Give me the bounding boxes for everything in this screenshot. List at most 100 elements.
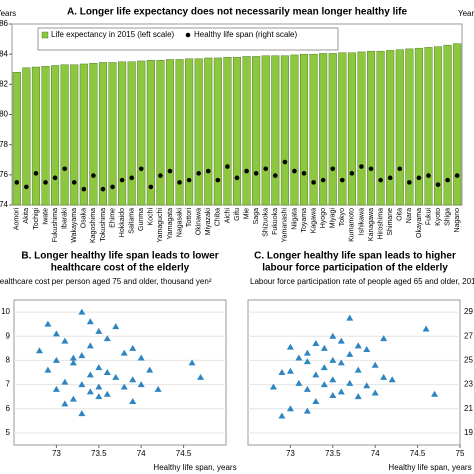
x-tick-label: Aichi bbox=[224, 208, 231, 224]
x-tick-label: Kumamoto bbox=[349, 208, 356, 242]
bar bbox=[70, 64, 79, 206]
bar bbox=[89, 63, 98, 206]
point bbox=[303, 407, 311, 414]
y-tick-label: 78 bbox=[0, 140, 9, 149]
bar bbox=[137, 60, 146, 206]
y-tick-label: 9 bbox=[6, 331, 11, 340]
x-tick-label: Fukushima bbox=[52, 208, 59, 242]
point bbox=[346, 314, 354, 321]
bar bbox=[453, 43, 462, 206]
x-tick-label: Yamaguchi bbox=[157, 208, 164, 243]
bar bbox=[405, 48, 414, 206]
dot bbox=[148, 184, 154, 190]
y-tick-label: 29 bbox=[464, 307, 473, 316]
dot bbox=[71, 180, 77, 185]
y-tick-label: 6 bbox=[6, 404, 11, 413]
plot-area bbox=[247, 299, 461, 446]
point bbox=[86, 388, 94, 395]
point bbox=[380, 373, 388, 380]
x-tick-label: Hokkaido bbox=[119, 208, 126, 237]
dot bbox=[110, 184, 115, 190]
point bbox=[95, 327, 103, 334]
point bbox=[363, 346, 371, 353]
bar bbox=[204, 57, 213, 206]
x-tick-label: Nagasaki bbox=[176, 208, 183, 238]
x-tick-label: Ishikawa bbox=[358, 208, 365, 235]
point bbox=[303, 385, 311, 392]
x-tick-label: Ibaraki bbox=[62, 208, 69, 229]
point bbox=[354, 342, 362, 349]
bar bbox=[424, 47, 433, 206]
point bbox=[312, 340, 320, 346]
point bbox=[52, 356, 60, 363]
y-tick-label: 5 bbox=[6, 428, 11, 437]
x-axis-label: Healthy life span, years bbox=[153, 463, 236, 472]
point bbox=[44, 320, 52, 327]
point bbox=[78, 410, 86, 417]
dot bbox=[52, 175, 58, 181]
dot bbox=[301, 171, 307, 176]
x-tick-label: 74.5 bbox=[176, 449, 192, 458]
x-tick-label: Fukui bbox=[425, 208, 432, 226]
subtitle: Healthcare cost per person aged 75 and o… bbox=[0, 277, 212, 286]
point bbox=[95, 393, 103, 400]
point bbox=[329, 356, 337, 363]
point bbox=[278, 369, 286, 375]
point bbox=[95, 383, 103, 390]
x-tick-label: Kyoto bbox=[435, 208, 442, 226]
x-tick-label: 75 bbox=[456, 449, 465, 458]
x-tick-label: Osaka bbox=[81, 208, 88, 228]
x-tick-label: Tokyo bbox=[339, 208, 346, 226]
bar bbox=[127, 61, 136, 206]
dot bbox=[129, 175, 134, 181]
point bbox=[312, 371, 320, 378]
x-tick-label: Tochigi bbox=[33, 208, 40, 230]
subtitle: Labour force participation rate of peopl… bbox=[250, 277, 474, 286]
bar bbox=[146, 60, 155, 206]
dot bbox=[368, 166, 374, 172]
dot bbox=[340, 177, 345, 183]
point bbox=[112, 323, 120, 330]
chart-title: B. Longer healthy life span leads to low… bbox=[21, 251, 218, 262]
bar bbox=[98, 62, 107, 206]
point bbox=[137, 354, 145, 361]
y-tick-label: 25 bbox=[464, 356, 473, 365]
point bbox=[320, 381, 328, 388]
dot bbox=[119, 177, 125, 183]
x-tick-label: Saga bbox=[253, 208, 260, 224]
point bbox=[146, 366, 154, 373]
point bbox=[137, 381, 145, 388]
chart-title: C. Longer healthy life span leads to hig… bbox=[254, 251, 456, 262]
point bbox=[346, 379, 354, 386]
point bbox=[286, 405, 294, 412]
point bbox=[86, 342, 94, 349]
x-tick-label: 73.5 bbox=[325, 449, 341, 458]
bar bbox=[51, 65, 60, 206]
point bbox=[78, 381, 86, 388]
point bbox=[197, 373, 205, 380]
x-tick-label: Toyama bbox=[301, 208, 308, 233]
y-tick-label: 8 bbox=[6, 356, 11, 365]
point bbox=[129, 398, 137, 404]
point bbox=[120, 383, 128, 390]
y-tick-label: 82 bbox=[0, 79, 9, 88]
point bbox=[52, 385, 60, 392]
chart-title: A. Longer life expectancy does not neces… bbox=[67, 7, 408, 18]
dot bbox=[387, 175, 393, 181]
x-tick-label: Nara bbox=[406, 208, 413, 223]
dot bbox=[320, 177, 326, 183]
x-tick-label: Gifu bbox=[234, 208, 241, 221]
bar bbox=[252, 56, 261, 206]
bar bbox=[443, 44, 452, 206]
dot bbox=[100, 186, 106, 192]
point bbox=[129, 376, 137, 383]
x-tick-label: Kagawa bbox=[310, 208, 317, 233]
chart-title: labour force participation of the elderl… bbox=[262, 263, 448, 274]
dot bbox=[91, 173, 96, 178]
point bbox=[61, 400, 69, 407]
y-tick-label: 7 bbox=[6, 380, 11, 389]
point bbox=[86, 371, 94, 378]
y-tick-label: 84 bbox=[0, 49, 9, 58]
dot bbox=[158, 173, 163, 178]
x-tick-label: Aomori bbox=[14, 208, 21, 231]
